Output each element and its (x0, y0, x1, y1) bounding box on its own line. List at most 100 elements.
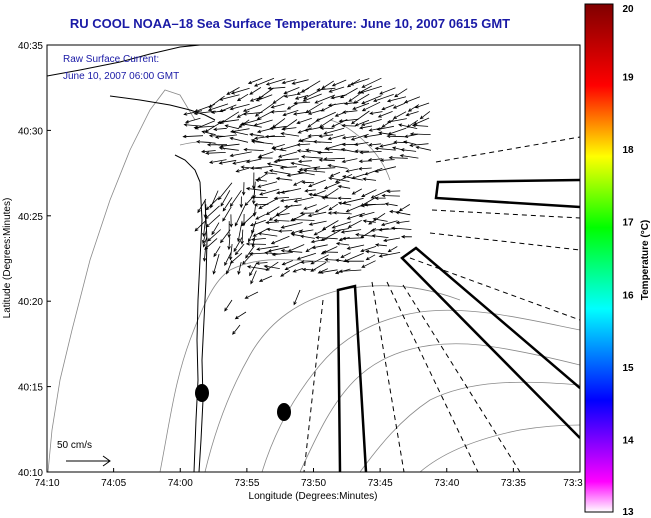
current-vector (202, 214, 207, 238)
current-vector (359, 85, 382, 94)
current-vector (358, 211, 375, 218)
current-vector (280, 270, 291, 277)
current-vector (316, 87, 336, 92)
x-tick-label: 73:3 (563, 478, 583, 489)
current-vector (345, 168, 359, 173)
y-tick-label: 40:35 (18, 41, 43, 52)
current-vector (392, 102, 406, 109)
current-vector (227, 221, 231, 239)
current-vector (346, 244, 365, 250)
x-axis-ticks: 74:10 74:05 74:00 73:55 73:50 73:45 73:40 73:35… (34, 468, 583, 489)
scale-label: 50 cm/s (57, 440, 92, 451)
current-vector (218, 146, 239, 151)
current-vector (361, 95, 382, 105)
current-vector (249, 219, 266, 227)
current-vector (378, 252, 401, 258)
current-vector (389, 209, 401, 214)
current-vector (207, 229, 221, 242)
radar-beam-wedges (336, 178, 580, 472)
current-vector (348, 93, 360, 102)
current-vector (341, 175, 363, 181)
current-vector (303, 204, 317, 210)
current-vector (340, 148, 358, 153)
current-vector (354, 119, 370, 127)
current-vector (318, 158, 335, 162)
current-vector (297, 170, 315, 176)
x-tick-label: 74:00 (168, 478, 193, 489)
current-vector (296, 252, 317, 260)
y-axis-ticks: 40:35 40:30 40:25 40:20 40:15 40:10 (18, 41, 51, 479)
current-vector (390, 226, 412, 230)
current-vector (376, 125, 394, 131)
current-vector (403, 96, 421, 104)
current-vector (360, 246, 377, 253)
current-vector (414, 102, 430, 109)
current-vector (364, 167, 383, 176)
coastline (47, 45, 216, 472)
current-vector (242, 104, 262, 112)
current-vector (362, 177, 377, 181)
current-vector (370, 189, 389, 199)
current-vector (281, 260, 293, 266)
map-title: RU COOL NOAA–18 Sea Surface Temperature:… (69, 16, 511, 31)
current-vector (300, 260, 314, 264)
current-vector (365, 254, 376, 261)
current-vector (245, 158, 262, 164)
current-vector (245, 245, 255, 259)
current-vector (398, 204, 411, 212)
current-vector (279, 197, 302, 203)
current-vector (232, 159, 251, 165)
current-vector (399, 154, 419, 159)
current-vector (400, 148, 417, 152)
scale-arrow (66, 455, 111, 467)
current-vector (235, 167, 250, 173)
colorbar (584, 3, 614, 513)
current-vector (213, 246, 221, 258)
current-vector (255, 94, 273, 102)
current-vector (253, 77, 275, 87)
current-vector (280, 249, 303, 253)
current-vector (209, 159, 227, 164)
current-vector (248, 229, 255, 243)
current-vector (206, 143, 228, 147)
current-vector (357, 85, 372, 94)
current-vector (234, 311, 247, 320)
current-vector (218, 94, 240, 101)
current-vector (267, 246, 290, 253)
current-vector (293, 197, 314, 203)
y-tick-label: 40:30 (18, 126, 43, 137)
current-vector (239, 196, 244, 209)
current-vector (358, 166, 372, 171)
current-vector (411, 123, 429, 128)
y-tick-label: 40:10 (18, 468, 43, 479)
current-vector (228, 244, 233, 261)
current-vector (253, 203, 269, 207)
current-vector (296, 117, 312, 125)
current-vector (275, 176, 293, 181)
x-tick-label: 73:50 (301, 478, 326, 489)
current-vector (386, 134, 405, 139)
current-vector (374, 146, 396, 151)
current-vector (320, 229, 341, 242)
current-vector (299, 211, 315, 215)
current-vector (300, 155, 323, 159)
current-vector (296, 149, 311, 153)
current-vector (304, 189, 316, 193)
current-vector (242, 112, 263, 116)
current-vector (291, 79, 309, 85)
current-vector (277, 151, 298, 158)
current-vector (197, 198, 207, 214)
current-vector (335, 242, 350, 246)
current-vector (296, 142, 311, 147)
current-vector (270, 103, 285, 109)
current-vector (229, 136, 249, 143)
y-axis-label: Latitude (Degrees:Minutes) (2, 198, 13, 319)
current-vector (409, 143, 429, 148)
current-vector (341, 123, 357, 128)
current-vector (343, 101, 359, 106)
current-vector (293, 101, 311, 105)
current-vector (350, 133, 369, 141)
current-vector (245, 242, 267, 246)
current-vector (312, 140, 333, 144)
